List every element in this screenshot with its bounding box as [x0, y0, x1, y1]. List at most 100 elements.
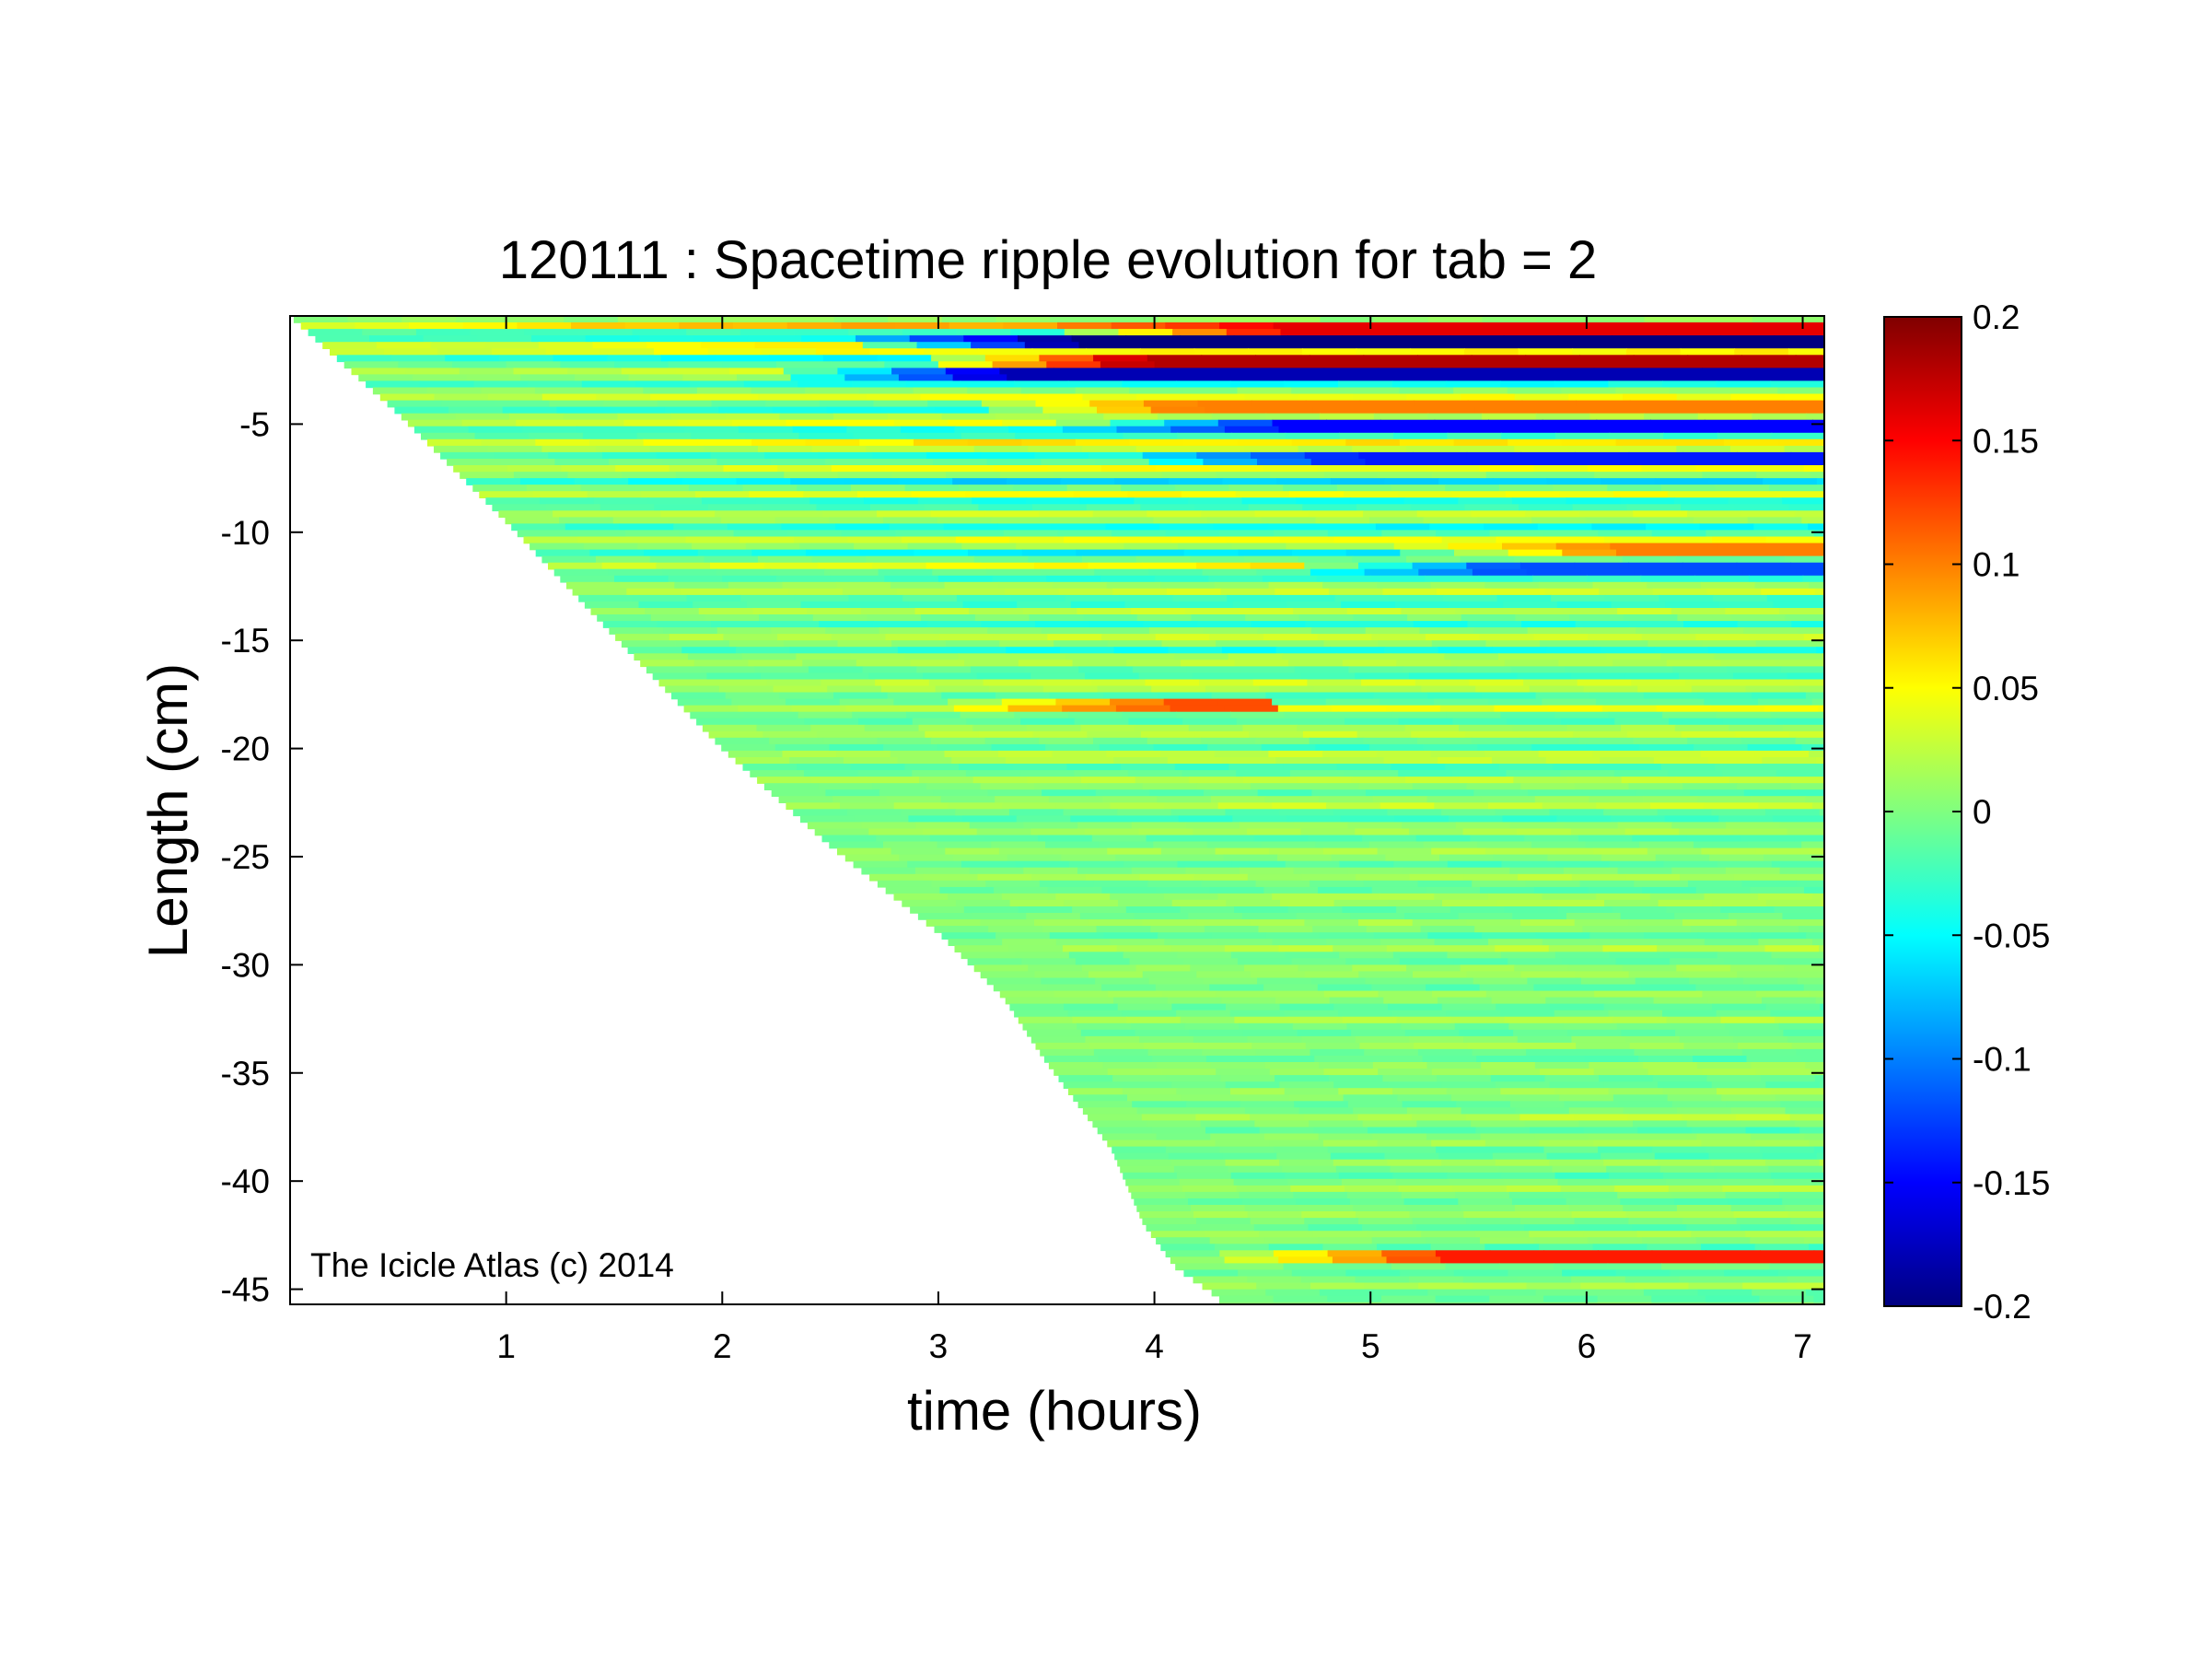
heatmap-cell	[300, 322, 356, 330]
heatmap-cell	[886, 796, 942, 803]
heatmap-cell	[1803, 465, 1825, 473]
heatmap-cell	[1172, 329, 1228, 336]
heatmap-cell	[891, 640, 947, 648]
heatmap-cell	[1543, 1250, 1599, 1258]
heatmap-cell	[548, 451, 603, 460]
heatmap-cell	[1215, 1244, 1270, 1252]
heatmap-cell	[916, 666, 972, 674]
heatmap-cell	[1558, 906, 1613, 914]
heatmap-cell	[1495, 1159, 1551, 1167]
heatmap-cell	[1157, 796, 1212, 803]
heatmap-cell	[1737, 451, 1792, 460]
heatmap-cell	[1612, 335, 1667, 343]
heatmap-cell	[929, 835, 985, 843]
heatmap-cell	[910, 660, 965, 668]
heatmap-cell	[1728, 913, 1784, 920]
heatmap-cell	[1196, 562, 1252, 570]
heatmap-cell	[973, 555, 1030, 564]
heatmap-cell	[1224, 705, 1279, 713]
heatmap-cell	[988, 926, 1043, 933]
heatmap-cell	[434, 393, 489, 402]
heatmap-cell	[1015, 860, 1070, 869]
heatmap-cell	[797, 380, 853, 389]
heatmap-cell	[879, 627, 935, 635]
heatmap-cell	[799, 543, 855, 551]
heatmap-cell	[690, 380, 745, 389]
heatmap-cell	[1093, 880, 1149, 888]
heatmap-cell	[1601, 705, 1658, 713]
heatmap-cell	[721, 517, 776, 525]
heatmap-cell	[1657, 809, 1713, 817]
heatmap-cell	[1462, 672, 1519, 681]
heatmap-cell	[1396, 1016, 1451, 1024]
heatmap-cell	[1770, 711, 1825, 719]
heatmap-cell	[1138, 672, 1194, 681]
heatmap-cell	[1656, 1256, 1712, 1265]
heatmap-cell	[1164, 939, 1219, 946]
heatmap-cell	[926, 621, 983, 628]
heatmap-cell	[1813, 1250, 1825, 1258]
heatmap-cell	[509, 413, 565, 421]
heatmap-cell	[850, 764, 906, 771]
heatmap-cell	[1682, 1114, 1737, 1122]
heatmap-cell	[1077, 608, 1132, 615]
heatmap-cell	[1117, 1003, 1173, 1011]
heatmap-cell	[1683, 621, 1739, 628]
heatmap-cell	[1188, 1198, 1243, 1206]
heatmap-cell	[1190, 964, 1245, 973]
heatmap-cell	[1731, 614, 1787, 622]
heatmap-cell	[1090, 679, 1147, 687]
heatmap-cell	[1352, 393, 1408, 402]
heatmap-cell	[1489, 322, 1544, 330]
heatmap-cell	[1380, 939, 1436, 946]
heatmap-cell	[571, 322, 626, 330]
heatmap-cell	[1367, 406, 1422, 415]
heatmap-cell	[1494, 1256, 1550, 1265]
heatmap-cell	[1245, 614, 1300, 622]
heatmap-cell	[1510, 342, 1566, 349]
heatmap-cell	[1399, 387, 1454, 395]
heatmap-cell	[1106, 581, 1162, 590]
heatmap-cell	[822, 510, 878, 519]
heatmap-cell	[1117, 809, 1172, 817]
heatmap-cell	[1325, 893, 1381, 901]
heatmap-cell	[1147, 355, 1203, 363]
heatmap-cell	[1686, 835, 1741, 843]
heatmap-cell	[1596, 939, 1651, 946]
heatmap-cell	[908, 815, 963, 824]
heatmap-cell	[1116, 426, 1171, 434]
heatmap-cell	[1019, 770, 1076, 777]
heatmap-cell	[953, 854, 1008, 862]
heatmap-cell	[1136, 1205, 1192, 1212]
heatmap-cell	[1769, 485, 1824, 492]
heatmap-cell	[1471, 355, 1527, 363]
heatmap-cell	[1566, 497, 1622, 505]
heatmap-cell	[1288, 660, 1344, 668]
heatmap-cell	[1034, 451, 1089, 460]
heatmap-cell	[1023, 867, 1078, 875]
heatmap-cell	[1034, 783, 1089, 790]
heatmap-cell	[1412, 562, 1468, 570]
heatmap-cell	[910, 906, 965, 914]
heatmap-cell	[783, 368, 839, 376]
heatmap-cell	[1620, 497, 1675, 505]
y-tick-label: -20	[221, 730, 270, 768]
heatmap-cell	[935, 406, 990, 415]
heatmap-cell	[1179, 1178, 1235, 1186]
heatmap-cell	[1253, 1224, 1310, 1232]
heatmap-cell	[1583, 1231, 1638, 1238]
heatmap-cell	[1277, 854, 1333, 862]
heatmap-cell	[1549, 809, 1604, 817]
heatmap-cell	[1122, 1010, 1177, 1018]
heatmap-cell	[1779, 867, 1825, 875]
heatmap-cell	[1399, 438, 1455, 447]
heatmap-cell	[1738, 400, 1793, 408]
heatmap-cell	[960, 432, 1017, 440]
heatmap-cell	[1172, 594, 1228, 602]
heatmap-cell	[1244, 445, 1299, 453]
heatmap-cell	[1018, 1016, 1074, 1024]
heatmap-cell	[1153, 517, 1208, 525]
heatmap-cell	[1664, 815, 1720, 824]
heatmap-cell	[1057, 530, 1112, 538]
heatmap-cell	[1582, 926, 1637, 933]
